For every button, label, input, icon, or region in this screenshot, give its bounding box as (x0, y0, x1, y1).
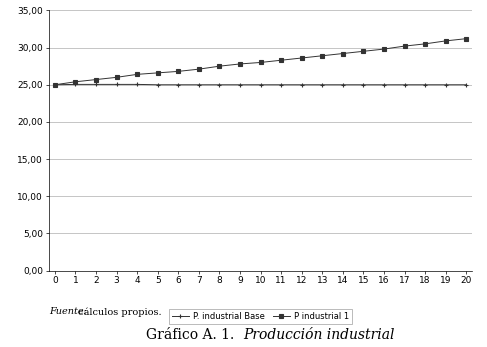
P industrial 1 (402, 44, 408, 48)
Text: Gráfico A. 1.: Gráfico A. 1. (147, 328, 244, 342)
P industrial 1 (217, 64, 223, 68)
Text: Producción industrial: Producción industrial (244, 328, 395, 342)
P industrial 1 (134, 72, 140, 76)
Text: cálculos propios.: cálculos propios. (75, 307, 162, 316)
P. industrial Base (175, 83, 181, 87)
P. industrial Base (93, 82, 99, 86)
P industrial 1 (278, 58, 284, 62)
P. industrial Base (134, 82, 140, 86)
P. industrial Base (155, 83, 161, 87)
Legend: P. industrial Base, P industrial 1: P. industrial Base, P industrial 1 (169, 309, 353, 324)
P industrial 1 (52, 83, 58, 87)
P. industrial Base (73, 82, 78, 86)
P industrial 1 (175, 69, 181, 74)
Line: P industrial 1: P industrial 1 (53, 36, 468, 87)
P industrial 1 (196, 67, 202, 71)
P. industrial Base (360, 83, 366, 87)
P industrial 1 (93, 77, 99, 82)
P industrial 1 (258, 60, 263, 65)
P. industrial Base (237, 83, 243, 87)
P industrial 1 (237, 62, 243, 66)
P. industrial Base (463, 83, 469, 87)
P industrial 1 (319, 54, 325, 58)
P. industrial Base (340, 83, 346, 87)
P industrial 1 (340, 51, 346, 56)
P industrial 1 (422, 42, 428, 46)
P industrial 1 (360, 49, 366, 53)
P. industrial Base (381, 83, 387, 87)
P. industrial Base (319, 83, 325, 87)
P. industrial Base (422, 83, 428, 87)
P industrial 1 (381, 47, 387, 51)
P industrial 1 (73, 80, 78, 84)
Text: Fuente:: Fuente: (49, 307, 87, 316)
Line: P. industrial Base: P. industrial Base (53, 82, 468, 87)
P. industrial Base (443, 83, 449, 87)
P industrial 1 (299, 56, 304, 60)
P. industrial Base (299, 83, 304, 87)
P. industrial Base (278, 83, 284, 87)
P. industrial Base (402, 83, 408, 87)
P industrial 1 (113, 75, 119, 79)
P. industrial Base (113, 82, 119, 86)
P industrial 1 (463, 36, 469, 41)
P industrial 1 (155, 71, 161, 75)
P. industrial Base (258, 83, 263, 87)
P. industrial Base (196, 83, 202, 87)
P. industrial Base (52, 83, 58, 87)
P industrial 1 (443, 39, 449, 43)
P. industrial Base (217, 83, 223, 87)
